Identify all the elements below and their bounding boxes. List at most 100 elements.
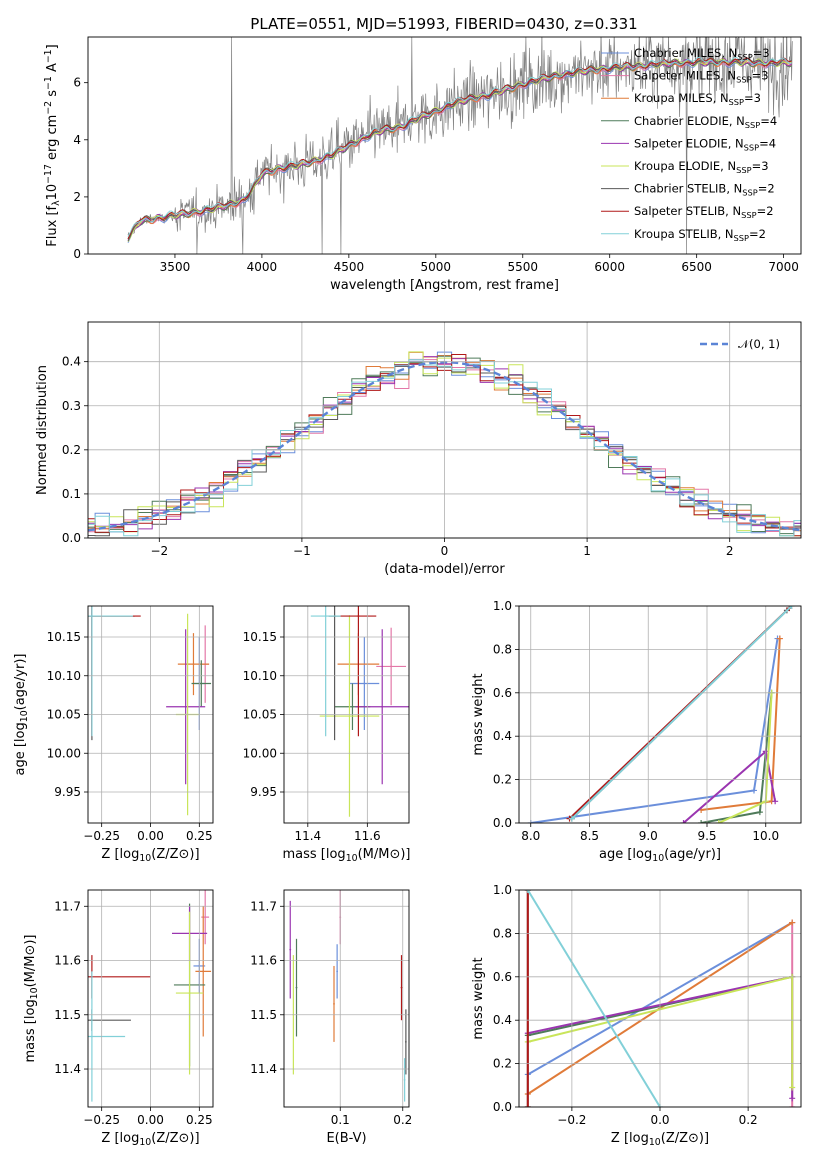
subscript: 10 bbox=[652, 853, 664, 864]
subscript: SSP bbox=[744, 142, 759, 152]
plus-marker bbox=[776, 635, 783, 642]
y-tick-label: 0.6 bbox=[493, 686, 512, 700]
y-tick-label: 6 bbox=[73, 76, 81, 90]
x-tick-label: 9.5 bbox=[697, 829, 716, 843]
superscript: −1 bbox=[43, 49, 54, 63]
text-span: Salpeter ELODIE, N bbox=[634, 136, 744, 150]
text-span: Z [log bbox=[101, 1131, 139, 1146]
data-point bbox=[91, 615, 93, 617]
text-span: (data-model)/error bbox=[384, 562, 505, 577]
text-span: Flux [f bbox=[45, 205, 60, 246]
y-tick-label: 0.0 bbox=[62, 531, 81, 545]
data-point bbox=[184, 705, 187, 708]
text-span: =3 bbox=[744, 91, 761, 105]
text-span: =2 bbox=[749, 227, 766, 241]
x-tick-label: 5000 bbox=[421, 260, 452, 274]
subscript: SSP bbox=[745, 120, 760, 130]
data-point bbox=[404, 1041, 407, 1043]
x-tick-label: 0.2 bbox=[739, 1113, 758, 1127]
subscript: λ bbox=[51, 200, 62, 206]
y-tick-label: 0.4 bbox=[493, 729, 512, 743]
x-tick-label: 2 bbox=[726, 544, 734, 558]
x-tick-label: 6500 bbox=[681, 260, 712, 274]
plus-marker bbox=[698, 820, 705, 823]
axes-frame bbox=[283, 605, 410, 824]
plus-marker bbox=[715, 820, 722, 823]
text-span: (M/M⊙)] bbox=[358, 847, 411, 862]
text-span: Salpeter STELIB, N bbox=[634, 204, 741, 218]
x-tick-label: 8.5 bbox=[580, 829, 599, 843]
text-span: ] bbox=[45, 44, 60, 49]
subscript: SSP bbox=[734, 233, 749, 243]
text-span: Kroupa STELIB, N bbox=[634, 227, 734, 241]
text-span: =4 bbox=[759, 136, 776, 150]
plot-area bbox=[289, 890, 407, 1102]
data-point bbox=[289, 948, 292, 951]
text-span: mass weight bbox=[471, 957, 486, 1039]
legend: 𝒩(0, 1) bbox=[700, 337, 780, 351]
text-span: age [log bbox=[599, 847, 652, 862]
data-point bbox=[188, 992, 191, 994]
x-tick-label: 5500 bbox=[507, 260, 538, 274]
grid bbox=[284, 606, 409, 823]
y-tick-label: 0 bbox=[73, 247, 81, 261]
y-tick-label: 10.00 bbox=[243, 746, 277, 760]
subscript: SSP bbox=[737, 52, 752, 62]
y-tick-label: 10.00 bbox=[47, 746, 81, 760]
legend-entry: Kroupa MILES, NSSP​=3 bbox=[634, 91, 761, 107]
y-tick-label: 10.15 bbox=[243, 630, 277, 644]
y-tick-label: 9.95 bbox=[54, 785, 81, 799]
plus-marker bbox=[756, 809, 763, 816]
text-span: s bbox=[45, 90, 60, 101]
grid bbox=[88, 606, 213, 823]
x-tick-label: 3500 bbox=[160, 260, 191, 274]
mass-weight-line bbox=[530, 638, 779, 823]
data-point bbox=[333, 1003, 335, 1005]
subscript: 10 bbox=[139, 1137, 151, 1148]
text-span: Chabrier MILES, N bbox=[634, 46, 737, 60]
text-span: Salpeter MILES, N bbox=[634, 69, 736, 83]
x-axis-label: wavelength [Angstrom, rest frame] bbox=[330, 278, 559, 293]
subscript: SSP bbox=[729, 97, 744, 107]
plus-marker bbox=[524, 890, 531, 893]
subscript: 10 bbox=[19, 710, 30, 722]
axes-frame bbox=[87, 605, 214, 824]
plot-area bbox=[310, 606, 409, 817]
y-tick-label: 0.4 bbox=[62, 355, 81, 369]
plot-area bbox=[127, 37, 793, 254]
text-span: Kroupa ELODIE, N bbox=[634, 159, 736, 173]
y-tick-label: 0.1 bbox=[62, 487, 81, 501]
x-axis-label: mass [log10​(M/M⊙)] bbox=[282, 847, 410, 864]
text-span: Chabrier STELIB, N bbox=[634, 182, 742, 196]
x-tick-label: 4500 bbox=[334, 260, 365, 274]
y-axis-label: Normed distribution bbox=[35, 365, 50, 495]
text-span: (age/yr)] bbox=[13, 654, 28, 711]
subscript: 10 bbox=[139, 853, 151, 864]
x-tick-label: 8.0 bbox=[521, 829, 540, 843]
legend-entry: Chabrier ELODIE, NSSP​=4 bbox=[634, 114, 777, 130]
text-span: =3 bbox=[752, 69, 769, 83]
x-tick-label: 0.2 bbox=[393, 1113, 412, 1127]
data-point bbox=[363, 682, 366, 685]
x-tick-label: −0.2 bbox=[557, 1113, 586, 1127]
y-axis-label: age [log10​(age/yr)] bbox=[13, 654, 30, 776]
text-span: =3 bbox=[753, 46, 770, 60]
grid bbox=[519, 889, 801, 1108]
figure-title: PLATE=0551, MJD=51993, FIBERID=0430, z=0… bbox=[250, 15, 637, 33]
y-tick-label: 11.7 bbox=[250, 899, 277, 913]
text-span: (M/M⊙)] bbox=[23, 934, 38, 987]
x-axis-label: (data-model)/error bbox=[384, 562, 505, 577]
text-span: =2 bbox=[758, 182, 775, 196]
axes-frame bbox=[518, 889, 802, 1108]
text-span: Z [log bbox=[101, 847, 139, 862]
y-tick-label: 10.05 bbox=[47, 708, 81, 722]
y-tick-label: 1.0 bbox=[493, 883, 512, 897]
model-spectrum-line bbox=[127, 58, 792, 243]
data-point bbox=[192, 663, 195, 666]
y-tick-label: 9.95 bbox=[250, 785, 277, 799]
data-point bbox=[403, 1078, 406, 1081]
y-tick-label: 11.6 bbox=[250, 954, 277, 968]
text-span: =2 bbox=[757, 204, 774, 218]
text-span: mass [log bbox=[23, 999, 38, 1062]
model-spectrum-line bbox=[127, 56, 792, 237]
